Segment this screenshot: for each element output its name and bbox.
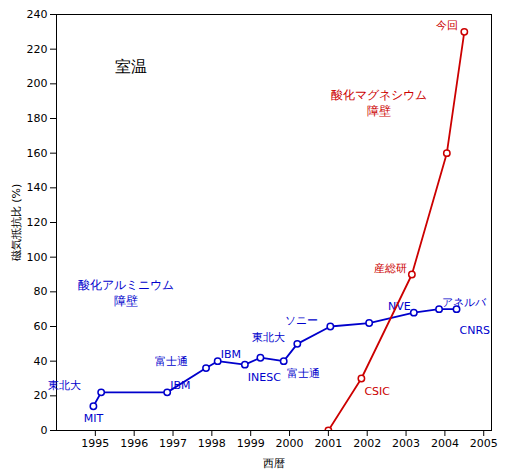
svg-text:2003: 2003 xyxy=(392,437,420,450)
svg-text:2001: 2001 xyxy=(314,437,342,450)
svg-text:MIT: MIT xyxy=(84,412,104,425)
svg-text:240: 240 xyxy=(27,8,48,21)
svg-text:1997: 1997 xyxy=(159,437,187,450)
svg-text:アネルバ: アネルバ xyxy=(442,296,487,309)
svg-text:160: 160 xyxy=(27,147,48,160)
svg-text:0: 0 xyxy=(41,424,48,437)
svg-text:INESC: INESC xyxy=(248,371,281,384)
svg-text:20: 20 xyxy=(34,389,48,402)
svg-text:60: 60 xyxy=(34,320,48,333)
svg-text:東北大: 東北大 xyxy=(48,379,81,392)
svg-text:140: 140 xyxy=(27,181,48,194)
svg-text:120: 120 xyxy=(27,216,48,229)
svg-text:東北大: 東北大 xyxy=(252,331,285,344)
svg-text:今回: 今回 xyxy=(436,19,458,32)
svg-text:磁気抵抗比 (%): 磁気抵抗比 (%) xyxy=(10,184,23,263)
svg-text:酸化アルミニウム障壁: 酸化アルミニウム障壁 xyxy=(78,278,174,308)
svg-text:2000: 2000 xyxy=(276,437,304,450)
svg-text:富士通: 富士通 xyxy=(155,355,188,368)
svg-text:1999: 1999 xyxy=(237,437,265,450)
svg-text:80: 80 xyxy=(34,285,48,298)
svg-text:西暦: 西暦 xyxy=(263,457,285,470)
svg-text:NVE: NVE xyxy=(388,299,411,313)
svg-text:IBM: IBM xyxy=(221,348,241,361)
svg-text:産総研: 産総研 xyxy=(374,262,407,275)
svg-text:室温: 室温 xyxy=(115,57,147,76)
svg-text:富士通: 富士通 xyxy=(287,367,320,380)
svg-text:1995: 1995 xyxy=(81,437,109,450)
svg-text:CNRS: CNRS xyxy=(460,324,491,337)
svg-text:40: 40 xyxy=(34,355,48,368)
svg-text:CSIC: CSIC xyxy=(364,385,390,398)
svg-text:100: 100 xyxy=(27,251,48,264)
svg-text:2002: 2002 xyxy=(353,437,381,450)
svg-text:2004: 2004 xyxy=(431,437,459,450)
svg-text:2005: 2005 xyxy=(470,437,498,450)
svg-text:1998: 1998 xyxy=(198,437,226,450)
svg-text:ソニー: ソニー xyxy=(285,314,318,327)
svg-text:1996: 1996 xyxy=(120,437,148,450)
svg-text:酸化マグネシウム障壁: 酸化マグネシウム障壁 xyxy=(331,88,427,118)
svg-text:IBM: IBM xyxy=(170,379,190,392)
svg-text:180: 180 xyxy=(27,112,48,125)
svg-text:220: 220 xyxy=(27,43,48,56)
svg-text:200: 200 xyxy=(27,77,48,90)
